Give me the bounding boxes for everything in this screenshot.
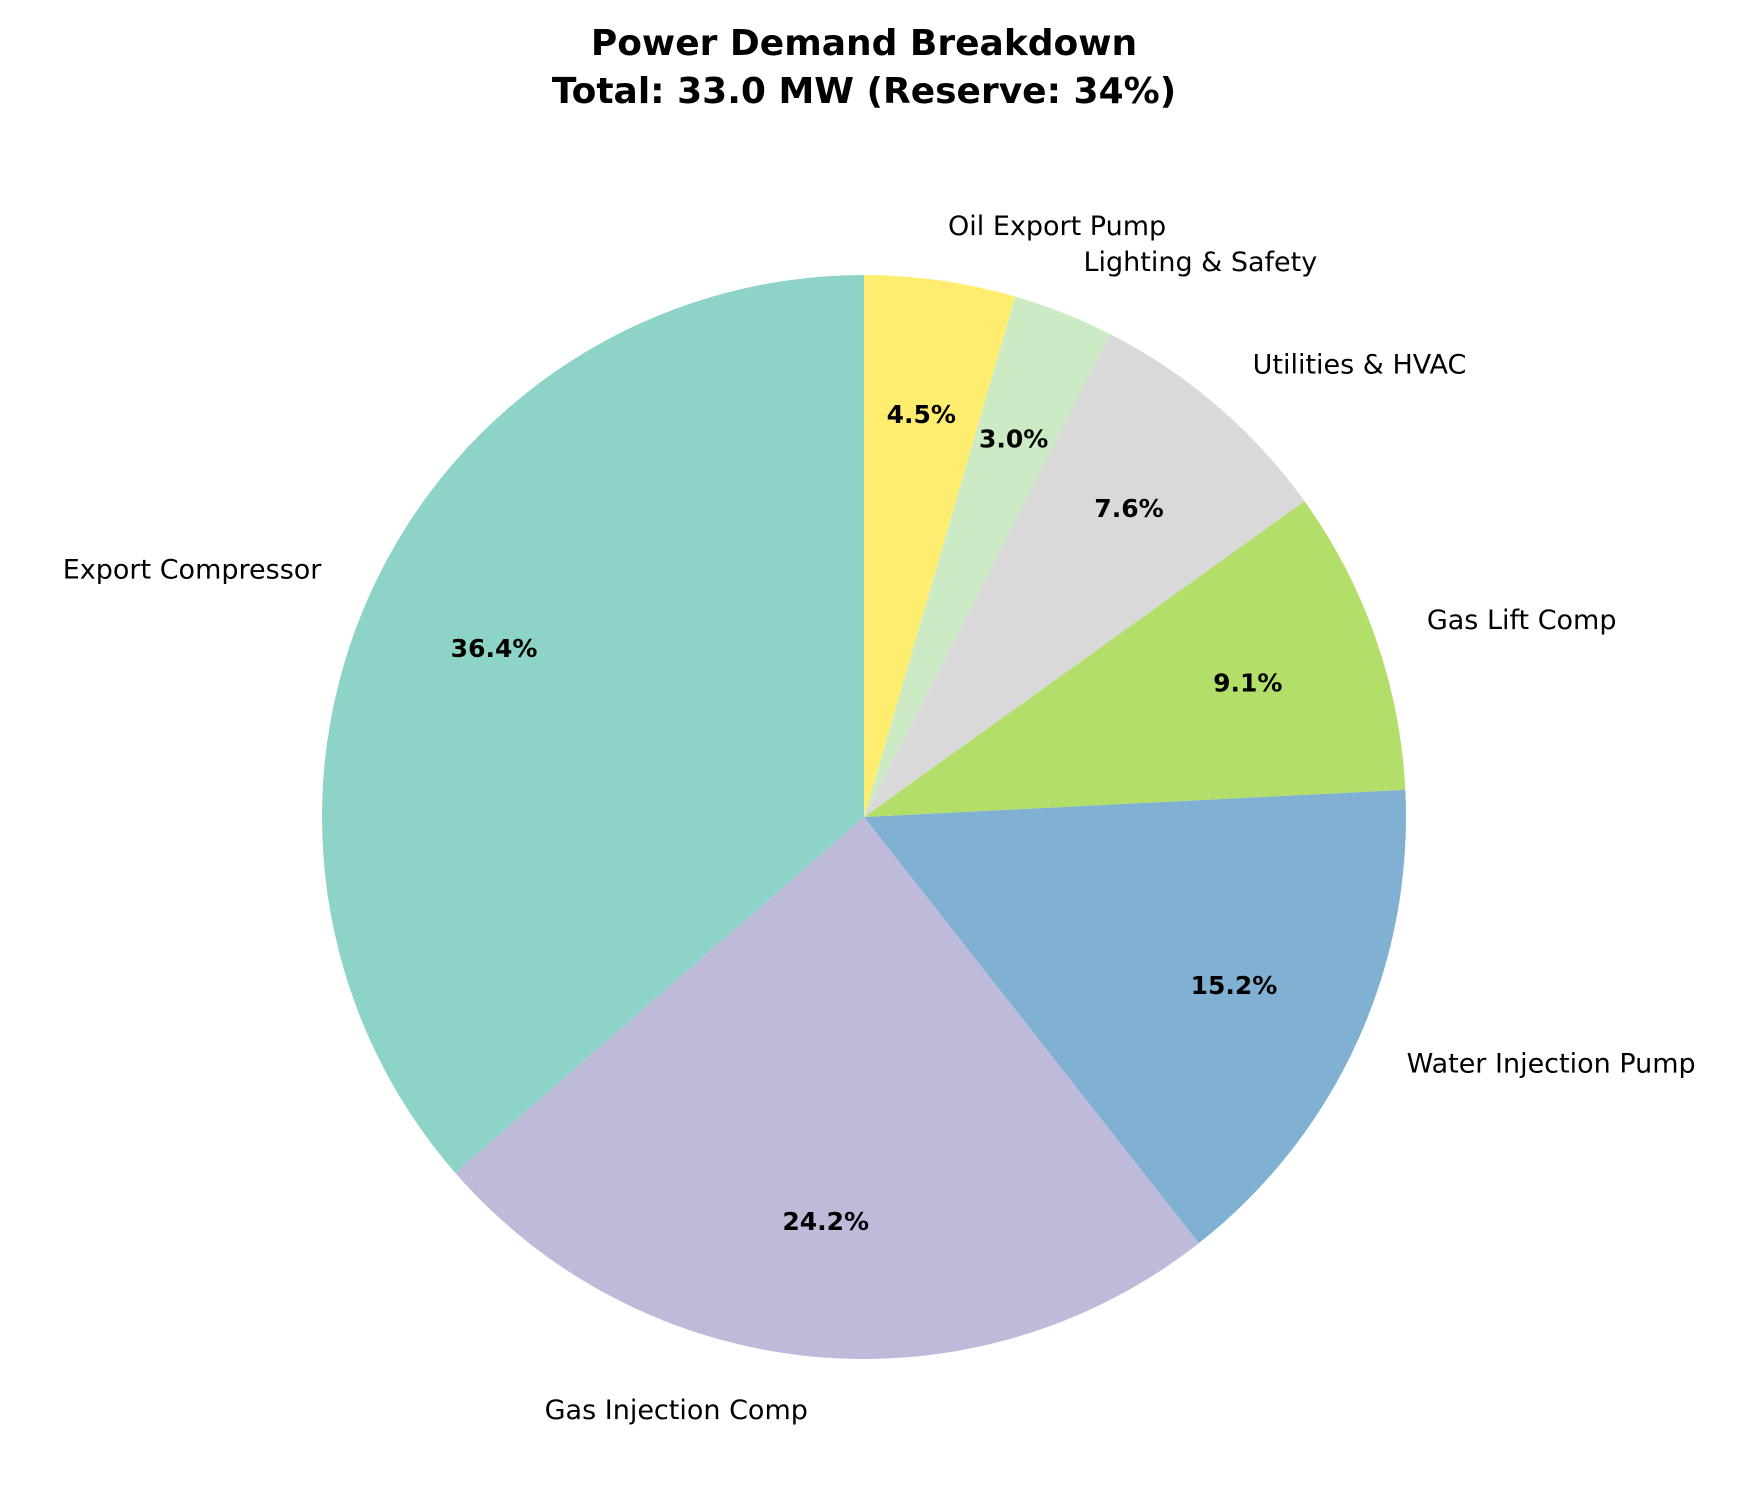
slice-label-water-injection-pump: Water Injection Pump (1407, 1049, 1696, 1080)
pie-labels: Export Compressor 36.4% Gas Injection Comp… (63, 211, 1696, 1426)
pie-slice-water-injection-pump (864, 789, 1406, 1244)
slice-percent-utilities-and-hvac: 7.6% (1094, 494, 1163, 523)
chart-title-line-2: Total: 33.0 MW (Reserve: 34%) (552, 71, 1176, 112)
pie-slices (321, 275, 1406, 1360)
pie-slice-oil-export-pump (864, 275, 1016, 817)
chart-title-line-1: Power Demand Breakdown (591, 23, 1137, 64)
slice-label-export-compressor: Export Compressor (63, 554, 323, 585)
slice-percent-export-compressor: 36.4% (451, 634, 538, 663)
pie-slice-utilities-and-hvac (864, 334, 1305, 817)
slice-percent-lighting-and-safety: 3.0% (979, 425, 1048, 454)
pie-slice-gas-injection-comp (455, 817, 1199, 1360)
pie-slice-gas-lift-comp (864, 501, 1406, 817)
slice-percent-oil-export-pump: 4.5% (887, 400, 956, 429)
slice-label-gas-injection-comp: Gas Injection Comp (545, 1395, 808, 1426)
slice-percent-gas-lift-comp: 9.1% (1213, 668, 1282, 697)
pie-slice-lighting-and-safety (864, 296, 1111, 817)
slice-label-utilities-and-hvac: Utilities & HVAC (1253, 349, 1467, 380)
slice-percent-water-injection-pump: 15.2% (1191, 971, 1278, 1000)
pie-slice-export-compressor (321, 275, 864, 1173)
slice-label-lighting-and-safety: Lighting & Safety (1083, 247, 1317, 278)
slice-percent-gas-injection-comp: 24.2% (782, 1207, 869, 1236)
slice-label-gas-lift-comp: Gas Lift Comp (1427, 605, 1617, 636)
slice-label-oil-export-pump: Oil Export Pump (948, 211, 1166, 242)
